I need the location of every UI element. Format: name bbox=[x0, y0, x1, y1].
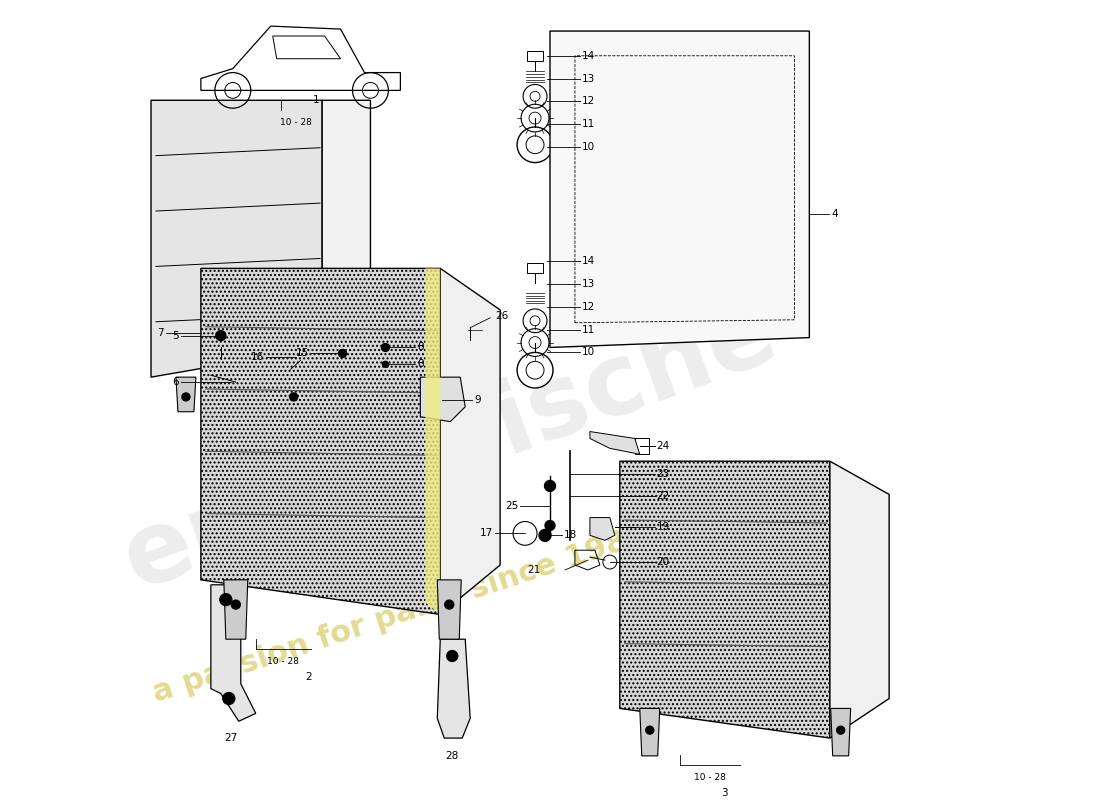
Circle shape bbox=[216, 330, 225, 341]
Text: 28: 28 bbox=[446, 751, 459, 761]
Text: 10 - 28: 10 - 28 bbox=[694, 773, 726, 782]
Circle shape bbox=[382, 343, 389, 351]
Circle shape bbox=[231, 600, 240, 609]
Text: a passion for parts since 1985: a passion for parts since 1985 bbox=[150, 521, 651, 709]
Text: 11: 11 bbox=[582, 325, 595, 334]
Text: 18: 18 bbox=[564, 530, 578, 540]
Text: 10: 10 bbox=[582, 142, 595, 152]
Bar bbox=[235, 379, 248, 387]
Text: 24: 24 bbox=[657, 442, 670, 451]
Circle shape bbox=[383, 362, 388, 367]
Bar bbox=[527, 263, 543, 274]
Text: 1: 1 bbox=[312, 95, 319, 106]
Text: 14: 14 bbox=[582, 50, 595, 61]
Polygon shape bbox=[590, 518, 615, 540]
Circle shape bbox=[444, 600, 453, 609]
Text: 13: 13 bbox=[582, 279, 595, 289]
Text: 2: 2 bbox=[306, 672, 312, 682]
Polygon shape bbox=[151, 100, 322, 377]
Text: 16: 16 bbox=[251, 352, 264, 362]
Circle shape bbox=[223, 693, 234, 705]
Polygon shape bbox=[438, 639, 470, 738]
Text: 10 - 28: 10 - 28 bbox=[279, 118, 311, 127]
Text: 17: 17 bbox=[480, 528, 493, 538]
Polygon shape bbox=[420, 377, 465, 422]
Circle shape bbox=[544, 481, 556, 491]
Polygon shape bbox=[426, 268, 440, 614]
Polygon shape bbox=[619, 461, 829, 738]
Circle shape bbox=[339, 350, 346, 358]
Bar bbox=[213, 359, 229, 370]
Circle shape bbox=[220, 594, 232, 606]
Text: 11: 11 bbox=[582, 119, 595, 129]
Text: 7: 7 bbox=[157, 328, 164, 338]
Circle shape bbox=[447, 650, 458, 662]
Text: 23: 23 bbox=[657, 469, 670, 479]
Circle shape bbox=[289, 393, 298, 401]
Text: 27: 27 bbox=[224, 733, 238, 743]
Polygon shape bbox=[830, 709, 850, 756]
Bar bbox=[527, 51, 543, 61]
Text: 22: 22 bbox=[657, 491, 670, 501]
Text: 8: 8 bbox=[417, 359, 424, 370]
Text: 20: 20 bbox=[657, 557, 670, 567]
Circle shape bbox=[539, 530, 551, 542]
Text: 8: 8 bbox=[417, 342, 424, 353]
Text: 25: 25 bbox=[505, 501, 518, 510]
Polygon shape bbox=[284, 377, 304, 412]
Text: europaische: europaische bbox=[110, 283, 790, 610]
Text: 14: 14 bbox=[582, 257, 595, 266]
Text: 9: 9 bbox=[474, 395, 481, 405]
Circle shape bbox=[837, 726, 845, 734]
Circle shape bbox=[646, 726, 653, 734]
Circle shape bbox=[544, 521, 556, 530]
Text: 5: 5 bbox=[173, 330, 179, 341]
Polygon shape bbox=[322, 278, 362, 347]
Polygon shape bbox=[438, 580, 461, 639]
Text: 26: 26 bbox=[495, 311, 508, 321]
Polygon shape bbox=[829, 461, 889, 738]
Polygon shape bbox=[440, 268, 500, 614]
Text: 15: 15 bbox=[296, 349, 309, 358]
Text: 10: 10 bbox=[582, 347, 595, 358]
Bar bbox=[635, 438, 649, 454]
Text: 3: 3 bbox=[722, 787, 728, 798]
Text: 19: 19 bbox=[657, 522, 670, 533]
Text: 21: 21 bbox=[527, 565, 540, 575]
Polygon shape bbox=[322, 100, 371, 347]
Text: 12: 12 bbox=[582, 302, 595, 312]
Text: 6: 6 bbox=[173, 377, 179, 387]
Polygon shape bbox=[211, 585, 255, 722]
Text: 4: 4 bbox=[832, 209, 838, 219]
Circle shape bbox=[182, 393, 190, 401]
Polygon shape bbox=[590, 431, 640, 454]
Polygon shape bbox=[201, 268, 440, 614]
Polygon shape bbox=[550, 31, 810, 347]
Polygon shape bbox=[176, 377, 196, 412]
Polygon shape bbox=[223, 580, 248, 639]
Bar bbox=[296, 350, 318, 360]
Text: 10 - 28: 10 - 28 bbox=[266, 657, 298, 666]
Bar bbox=[460, 339, 481, 350]
Text: 12: 12 bbox=[582, 96, 595, 106]
Text: 13: 13 bbox=[582, 74, 595, 83]
Polygon shape bbox=[640, 709, 660, 756]
